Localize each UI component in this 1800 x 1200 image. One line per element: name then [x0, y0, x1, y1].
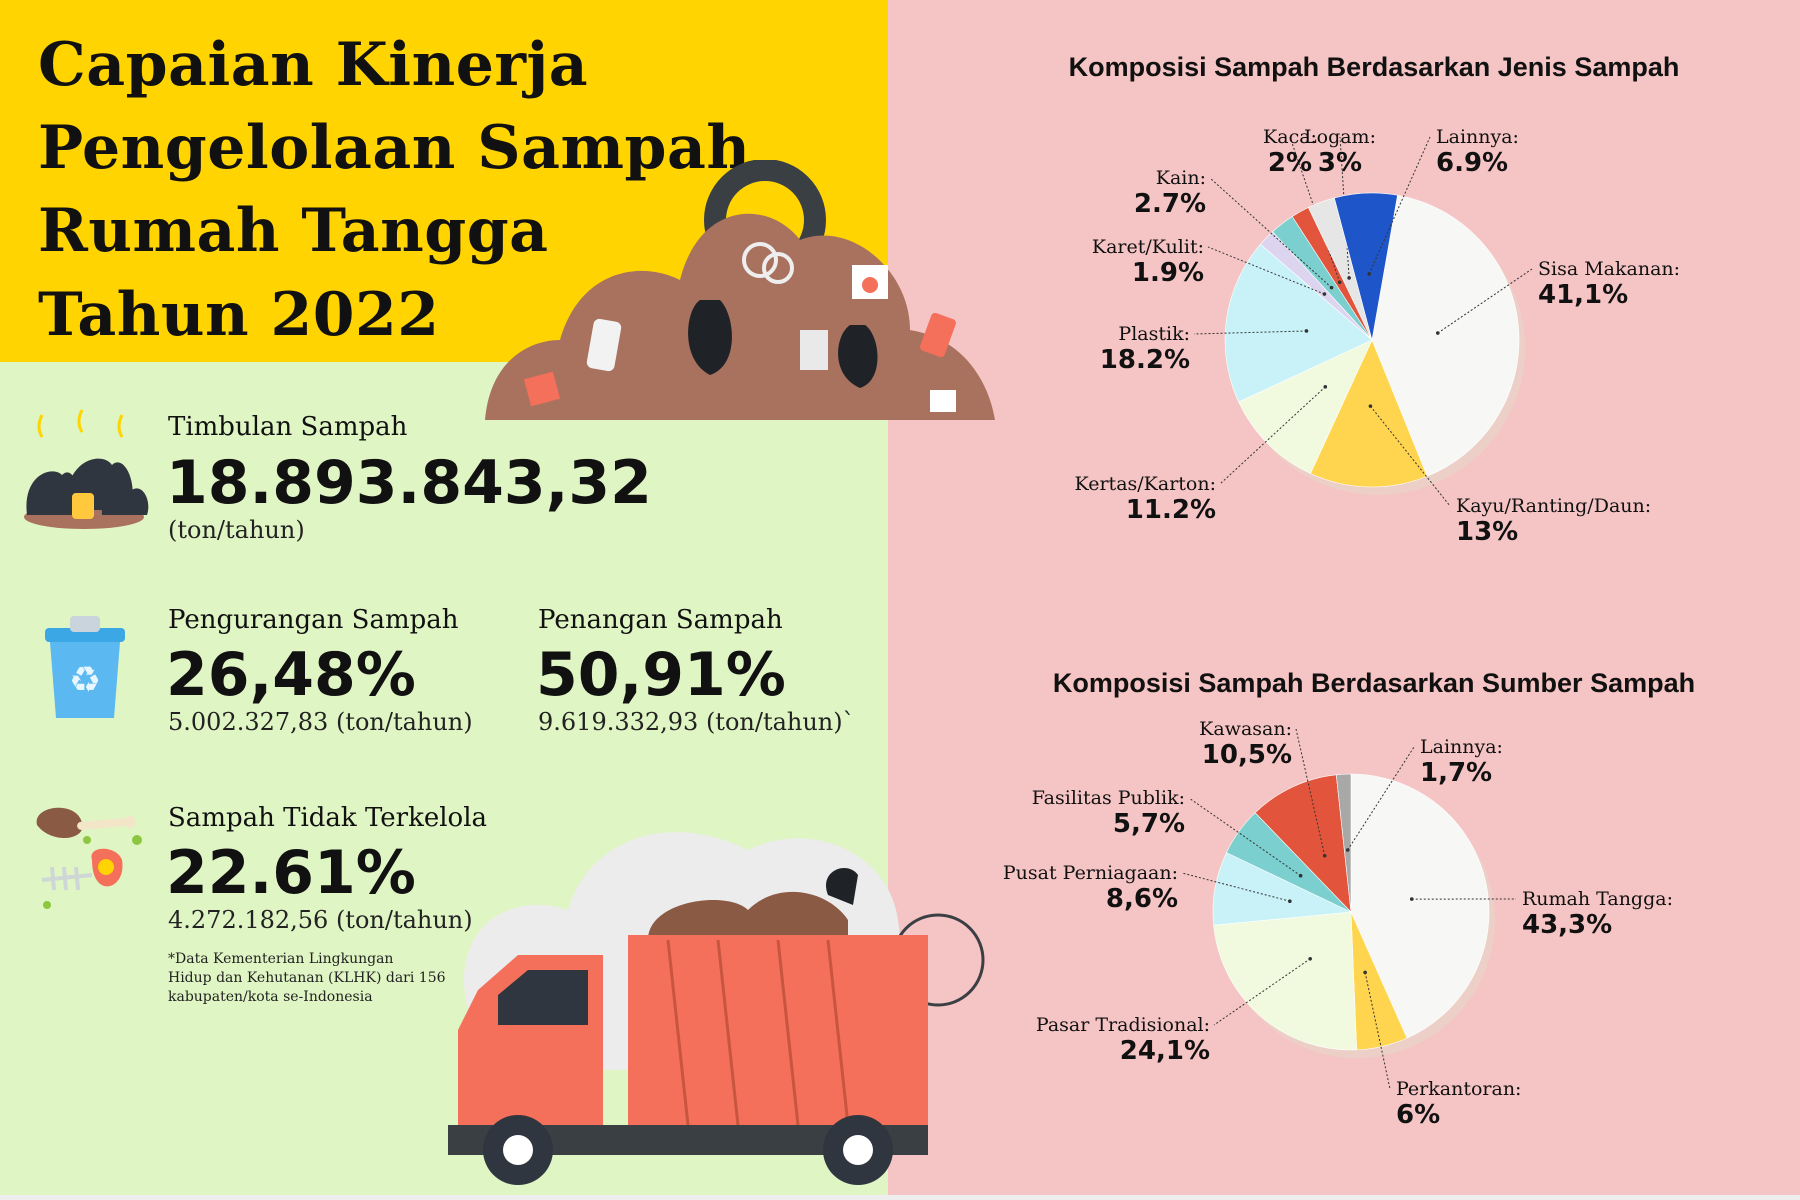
sumber-value-5: 10,5% [1202, 740, 1292, 770]
sumber-slice-5 [1254, 774, 1352, 913]
penanganan-value: 50,91% [536, 640, 786, 710]
sumber-label-5: Kawasan: [1199, 718, 1292, 740]
jenis-slice-2 [1238, 339, 1373, 474]
sumber-leader-2 [1213, 958, 1311, 1026]
pie-chart-sumber: Rumah Tangga:43,3% Perkantoran:6% Pasar Tr… [1003, 718, 1673, 1130]
pengurangan-value: 26,48% [166, 640, 416, 710]
garbage-truck-illustration [448, 832, 985, 1185]
sumber-slice-0 [1350, 773, 1490, 1039]
jenis-leader-3 [1193, 330, 1307, 335]
sumber-value-1: 6% [1396, 1100, 1440, 1130]
pengurangan-label: Pengurangan Sampah [168, 605, 459, 635]
footnote-line-2: Hidup dan Kehutanan (KLHK) dari 156 [168, 970, 446, 986]
jenis-slice-1 [1310, 339, 1428, 488]
jenis-value-2: 11.2% [1126, 495, 1216, 525]
sumber-value-4: 5,7% [1113, 809, 1185, 839]
jenis-label-6: Kaca: [1263, 126, 1317, 148]
trash-bag-icon [688, 300, 732, 375]
jenis-label-7: Logam: [1304, 126, 1376, 148]
sumber-label-4: Fasilitas Publik: [1032, 787, 1185, 809]
jenis-leader-0 [1437, 268, 1533, 334]
sumber-label-1: Perkantoran: [1396, 1078, 1521, 1100]
jenis-value-7: 3% [1318, 148, 1362, 178]
page-title-line-1: Capaian Kinerja [38, 30, 589, 100]
garbage-heap-illustration [485, 160, 995, 420]
plastic-bottle-icon [920, 312, 956, 358]
jenis-label-5: Kain: [1156, 167, 1206, 189]
jenis-value-1: 13% [1456, 517, 1518, 547]
milk-carton-icon [800, 330, 828, 370]
jenis-slice-8 [1333, 192, 1398, 341]
timbulan-unit: (ton/tahun) [168, 516, 305, 544]
footnote: *Data Kementerian Lingkungan Hidup dan K… [168, 950, 468, 1007]
truck-window [498, 970, 588, 1025]
jenis-label-2: Kertas/Karton: [1075, 473, 1216, 495]
jenis-leader-7 [1339, 136, 1350, 278]
tidak-terkelola-unit: 4.272.182,56 (ton/tahun) [168, 906, 473, 934]
jenis-label-8: Lainnya: [1436, 126, 1519, 148]
plastic-rings-icon [742, 242, 778, 278]
sumber-value-6: 1,7% [1420, 758, 1492, 788]
penanganan-label: Penangan Sampah [538, 605, 783, 635]
sumber-value-0: 43,3% [1522, 910, 1612, 940]
page-title-line-3: Rumah Tangga [38, 196, 549, 266]
cup-icon [523, 371, 561, 407]
jenis-value-6: 2% [1268, 148, 1312, 178]
truck-load [648, 891, 848, 945]
sumber-slice-6 [1335, 773, 1352, 913]
sumber-leader-4 [1188, 797, 1301, 877]
sumber-leader-3 [1181, 872, 1290, 902]
tidak-terkelola-label: Sampah Tidak Terkelola [168, 803, 488, 833]
jenis-value-4: 1.9% [1132, 258, 1204, 288]
sumber-slice-2 [1213, 911, 1357, 1051]
jenis-value-8: 6.9% [1436, 148, 1508, 178]
jenis-slice-3 [1224, 243, 1373, 403]
sumber-leader-5 [1295, 728, 1326, 856]
recycle-bin-icon: ♻ [45, 616, 125, 718]
bottle-icon [586, 318, 622, 372]
footnote-line-1: *Data Kementerian Lingkungan [168, 951, 394, 967]
chart-2-title: Komposisi Sampah Berdasarkan Sumber Samp… [1052, 668, 1696, 698]
footnote-line-3: kabupaten/kota se-Indonesia [168, 989, 373, 1005]
jenis-value-5: 2.7% [1134, 189, 1206, 219]
jenis-leader-8 [1368, 136, 1431, 275]
pie-chart-jenis: Sisa Makanan:41,1% Kayu/Ranting/Daun:13% K… [1075, 126, 1681, 547]
trash-bag-icon-2 [838, 325, 878, 388]
jenis-leader-1 [1370, 405, 1451, 507]
pengurangan-unit: 5.002.327,83 (ton/tahun) [168, 708, 473, 736]
jenis-label-3: Plastik: [1118, 323, 1190, 345]
timbulan-label: Timbulan Sampah [168, 412, 408, 442]
sumber-label-6: Lainnya: [1420, 736, 1503, 758]
jenis-leader-4 [1207, 246, 1325, 295]
jenis-label-4: Karet/Kulit: [1092, 236, 1204, 258]
sumber-label-0: Rumah Tangga: [1522, 888, 1673, 910]
truck-container [628, 935, 928, 1130]
jenis-label-1: Kayu/Ranting/Daun: [1456, 495, 1651, 517]
sumber-value-3: 8,6% [1106, 884, 1178, 914]
food-waste-icon [36, 807, 142, 909]
sumber-label-3: Pusat Perniagaan: [1003, 862, 1178, 884]
bottom-divider [0, 1195, 1800, 1200]
sumber-value-2: 24,1% [1120, 1036, 1210, 1066]
penanganan-unit: 9.619.332,93 (ton/tahun)` [538, 708, 855, 736]
cup-white-icon [930, 390, 956, 412]
timbulan-value: 18.893.843,32 [166, 448, 652, 518]
jenis-slice-0 [1371, 194, 1520, 477]
jenis-value-0: 41,1% [1538, 280, 1628, 310]
jenis-value-3: 18.2% [1100, 345, 1190, 375]
sumber-leader-6 [1347, 746, 1415, 851]
page-title-line-2: Pengelolaan Sampah [38, 113, 751, 183]
chart-1-title: Komposisi Sampah Berdasarkan Jenis Sampa… [1068, 52, 1680, 82]
sumber-label-2: Pasar Tradisional: [1036, 1014, 1210, 1036]
tidak-terkelola-value: 22.61% [166, 838, 416, 908]
page-title-line-4: Tahun 2022 [38, 280, 440, 350]
jenis-leader-5 [1209, 177, 1332, 289]
jenis-label-0: Sisa Makanan: [1538, 258, 1680, 280]
garbage-bags-icon [24, 409, 149, 529]
svg-text:♻: ♻ [69, 660, 101, 701]
